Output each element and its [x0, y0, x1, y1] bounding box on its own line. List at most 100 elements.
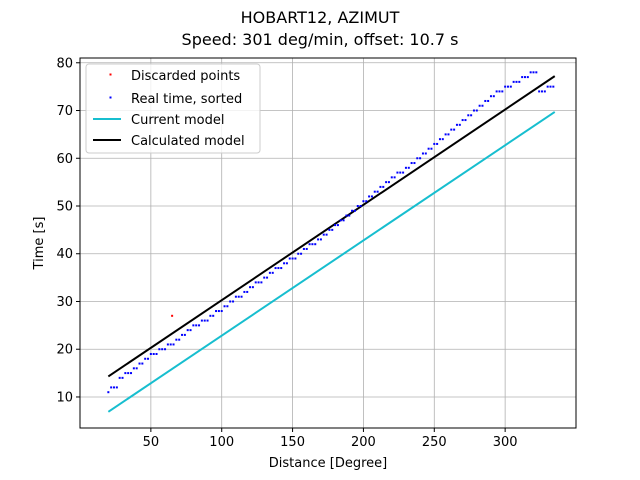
realtime-point	[246, 290, 249, 293]
realtime-point	[232, 300, 235, 303]
realtime-point	[351, 209, 354, 212]
realtime-point	[393, 176, 396, 179]
realtime-point	[249, 286, 252, 289]
realtime-point	[147, 357, 150, 360]
legend-label-current: Current model	[131, 113, 224, 128]
realtime-point	[166, 343, 169, 346]
realtime-point	[178, 338, 181, 341]
realtime-point	[113, 386, 116, 389]
realtime-point	[305, 247, 308, 250]
realtime-point	[336, 224, 339, 227]
y-tick-label: 10	[56, 390, 73, 405]
realtime-point	[175, 338, 178, 341]
legend-marker-discarded	[109, 73, 112, 76]
realtime-point	[215, 310, 218, 313]
realtime-point	[319, 238, 322, 241]
realtime-point	[404, 166, 407, 169]
x-tick-label: 150	[280, 435, 305, 450]
legend-label-discarded: Discarded points	[131, 69, 240, 84]
realtime-point	[266, 276, 269, 279]
realtime-point	[410, 162, 413, 165]
realtime-point	[402, 171, 405, 174]
y-tick-label: 70	[56, 104, 73, 119]
realtime-point	[311, 243, 314, 246]
x-tick-label: 200	[351, 435, 376, 450]
realtime-point	[212, 314, 215, 317]
realtime-point	[297, 252, 300, 255]
realtime-point	[135, 367, 138, 370]
realtime-point	[373, 190, 376, 193]
realtime-point	[183, 333, 186, 336]
realtime-point	[280, 267, 283, 270]
realtime-point	[200, 319, 203, 322]
realtime-point	[348, 214, 351, 217]
realtime-point	[345, 214, 348, 217]
realtime-point	[379, 185, 382, 188]
realtime-point	[158, 348, 161, 351]
realtime-point	[251, 286, 254, 289]
realtime-point	[277, 267, 280, 270]
realtime-point	[331, 228, 334, 231]
realtime-point	[532, 71, 535, 74]
realtime-point	[144, 357, 147, 360]
realtime-point	[263, 276, 266, 279]
realtime-point	[441, 138, 444, 141]
realtime-point	[526, 76, 529, 79]
realtime-point	[501, 90, 504, 93]
realtime-point	[121, 376, 124, 379]
chart-title-line2: Speed: 301 deg/min, offset: 10.7 s	[182, 30, 459, 49]
realtime-point	[195, 324, 198, 327]
realtime-point	[390, 176, 393, 179]
realtime-point	[257, 281, 260, 284]
realtime-point	[138, 362, 141, 365]
realtime-point	[461, 119, 464, 122]
legend: Discarded points Real time, sorted Curre…	[85, 63, 261, 154]
realtime-point	[152, 353, 155, 355]
realtime-point	[506, 85, 509, 88]
realtime-point	[328, 228, 331, 231]
realtime-point	[189, 329, 192, 332]
realtime-point	[317, 238, 320, 241]
realtime-point	[481, 104, 484, 107]
realtime-point	[314, 243, 317, 246]
realtime-point	[504, 85, 507, 88]
realtime-point	[370, 195, 373, 198]
realtime-point	[512, 80, 515, 83]
realtime-point	[450, 128, 453, 131]
y-tick-label: 60	[56, 152, 73, 167]
realtime-point	[141, 362, 144, 365]
realtime-point	[339, 219, 342, 222]
realtime-point	[209, 314, 212, 317]
calculated-model-line	[107, 75, 556, 378]
realtime-point	[243, 290, 246, 293]
realtime-point	[237, 295, 240, 298]
realtime-point	[535, 71, 538, 74]
x-tick-label: 250	[422, 435, 447, 450]
y-tick-label: 50	[56, 200, 73, 215]
realtime-point	[521, 76, 524, 79]
realtime-point	[478, 104, 481, 107]
y-tick-label: 40	[56, 247, 73, 262]
realtime-point	[484, 99, 487, 102]
realtime-point	[223, 305, 226, 308]
realtime-point	[407, 166, 410, 169]
legend-label-calculated: Calculated model	[131, 134, 245, 149]
realtime-point	[523, 76, 526, 79]
y-axis-label: Time [s]	[32, 217, 47, 271]
realtime-point	[288, 257, 291, 260]
realtime-point	[300, 252, 303, 255]
realtime-point	[325, 233, 328, 236]
plot-area	[107, 71, 556, 413]
realtime-point	[470, 114, 473, 117]
realtime-point	[453, 128, 456, 131]
realtime-point	[399, 171, 402, 174]
realtime-point	[169, 343, 172, 346]
current-model-line	[107, 111, 556, 413]
chart-title-line1: HOBART12, AZIMUT	[241, 8, 400, 27]
realtime-point	[518, 80, 521, 83]
realtime-point	[515, 80, 518, 83]
x-tick-label: 300	[493, 435, 518, 450]
realtime-point	[543, 90, 546, 93]
realtime-point	[529, 71, 532, 74]
legend-label-realtime: Real time, sorted	[131, 92, 242, 107]
